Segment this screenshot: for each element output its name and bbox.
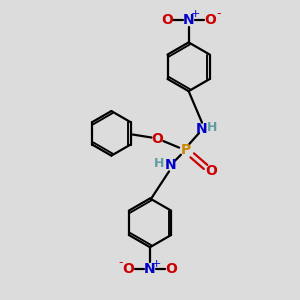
Text: N: N bbox=[164, 158, 176, 172]
Text: +: + bbox=[190, 9, 200, 19]
Text: O: O bbox=[204, 13, 216, 27]
Text: O: O bbox=[123, 262, 134, 277]
Text: N: N bbox=[196, 122, 208, 136]
Text: -: - bbox=[216, 7, 220, 20]
Text: +: + bbox=[152, 259, 161, 269]
Text: O: O bbox=[152, 132, 164, 146]
Text: O: O bbox=[166, 262, 177, 277]
Text: P: P bbox=[181, 143, 191, 157]
Text: H: H bbox=[207, 121, 218, 134]
Text: O: O bbox=[161, 13, 173, 27]
Text: H: H bbox=[154, 157, 164, 170]
Text: N: N bbox=[183, 13, 194, 27]
Text: O: O bbox=[205, 164, 217, 178]
Text: N: N bbox=[144, 262, 156, 277]
Text: -: - bbox=[118, 256, 122, 269]
